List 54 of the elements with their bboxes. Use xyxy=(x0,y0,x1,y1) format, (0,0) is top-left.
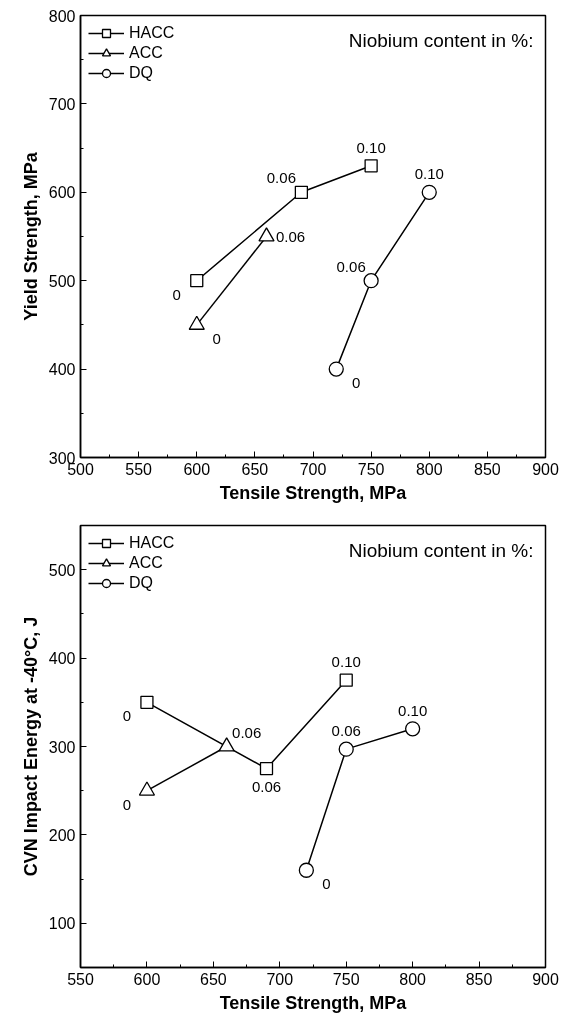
y-tick-label: 500 xyxy=(48,272,76,290)
x-tick-label: 550 xyxy=(67,970,94,988)
annotation: 0.10 xyxy=(398,701,428,719)
y-tick-label: 800 xyxy=(48,7,76,25)
annotation: 0.06 xyxy=(266,169,296,187)
annotation: Niobium content in %: xyxy=(348,539,534,561)
annotation: Niobium content in %: xyxy=(348,29,534,51)
legend-label: DQ xyxy=(129,64,153,82)
annotation: 0 xyxy=(352,374,361,392)
annotation: 0 xyxy=(212,329,221,347)
y-tick-label: 700 xyxy=(48,95,76,113)
x-axis-title: Tensile Strength, MPa xyxy=(219,482,408,503)
y-tick-label: 400 xyxy=(48,650,76,668)
y-tick-label: 600 xyxy=(48,184,76,202)
annotation: 0.06 xyxy=(275,227,306,245)
legend-label: ACC xyxy=(129,44,163,62)
annotation: 0.06 xyxy=(336,257,366,275)
annotation: 0 xyxy=(122,707,132,725)
annotation: 0.10 xyxy=(414,165,444,183)
legend-label: DQ xyxy=(129,574,153,592)
x-tick-label: 850 xyxy=(465,970,493,988)
x-tick-label: 550 xyxy=(125,460,153,478)
annotation: 0.06 xyxy=(232,723,262,741)
x-tick-label: 750 xyxy=(357,460,385,478)
legend-label: HACC xyxy=(129,534,175,552)
x-tick-label: 650 xyxy=(241,460,269,478)
annotation: 0 xyxy=(122,795,132,813)
annotation: 0 xyxy=(172,285,181,303)
x-tick-label: 600 xyxy=(133,970,161,988)
x-tick-label: 850 xyxy=(474,460,501,478)
y-axis-title: Yield Strength, MPa xyxy=(20,151,41,321)
x-tick-label: 900 xyxy=(532,970,559,988)
x-tick-label: 800 xyxy=(415,460,443,478)
y-tick-label: 500 xyxy=(48,561,76,579)
annotation: 0.10 xyxy=(356,138,386,156)
y-tick-label: 300 xyxy=(48,738,76,756)
legend-label: ACC xyxy=(129,554,163,572)
y-tick-label: 100 xyxy=(48,915,76,933)
x-tick-label: 650 xyxy=(200,970,227,988)
x-tick-label: 900 xyxy=(532,460,559,478)
annotation: 0.06 xyxy=(251,777,282,795)
annotation: 0.06 xyxy=(331,722,361,740)
x-tick-label: 800 xyxy=(399,970,427,988)
x-tick-label: 600 xyxy=(183,460,211,478)
x-tick-label: 750 xyxy=(332,970,360,988)
x-tick-label: 700 xyxy=(299,460,327,478)
legend-label: HACC xyxy=(129,24,175,42)
x-axis-title: Tensile Strength, MPa xyxy=(219,992,408,1013)
annotation: 0 xyxy=(322,875,331,893)
y-axis-title: CVN Impact Energy at -40°C, J xyxy=(20,616,41,877)
y-tick-label: 200 xyxy=(48,826,76,844)
annotation: 0.10 xyxy=(331,653,361,671)
y-tick-label: 400 xyxy=(48,361,76,379)
x-tick-label: 700 xyxy=(266,970,294,988)
